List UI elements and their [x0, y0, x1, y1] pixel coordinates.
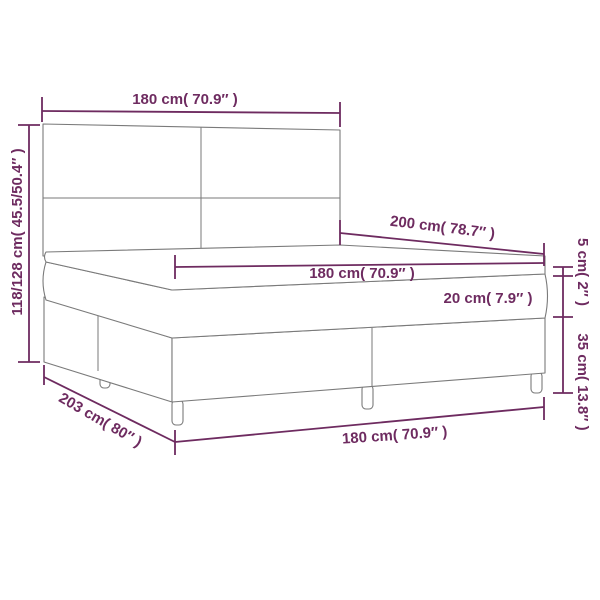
mattress-width-label: 180 cm( 70.9″ )	[309, 265, 415, 282]
total-height-label: 118/128 cm( 45.5/50.4″ )	[9, 148, 26, 315]
headboard	[42, 123, 341, 257]
length-label: 200 cm( 78.7″ )	[389, 213, 496, 243]
mattress	[42, 261, 549, 339]
dimension-lines	[18, 97, 573, 455]
mattress-topper	[43, 244, 546, 291]
headboard-width-label: 180 cm( 70.9″ )	[132, 91, 238, 108]
topper-height-label: 5 cm( 2″ )	[574, 238, 591, 306]
base-width-label: 180 cm( 70.9″ )	[341, 423, 448, 447]
base-height-label: 35 cm( 13.8″ )	[574, 333, 591, 430]
mattress-height-label: 20 cm( 7.9″ )	[444, 290, 533, 307]
